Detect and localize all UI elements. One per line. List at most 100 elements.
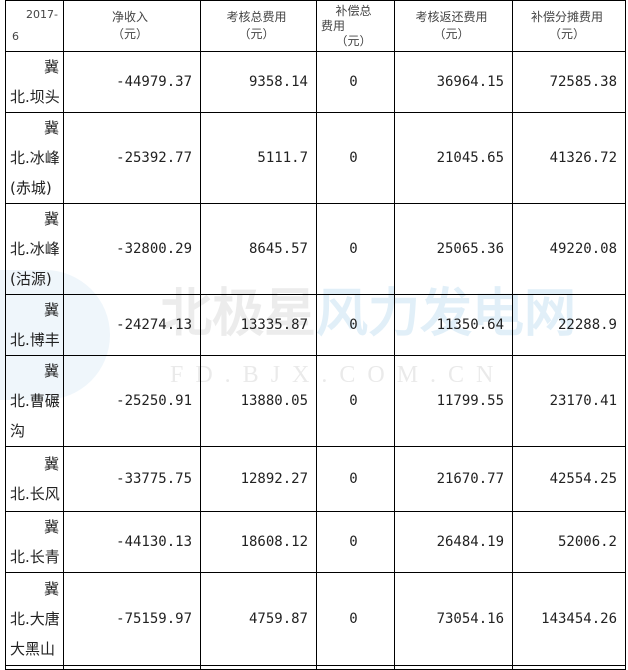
cell-share-fee: 143454.26 [512,572,626,666]
station-name-line: 冀 [43,362,59,380]
header-line: 费用 [321,18,346,33]
table-row: 冀北.长风 -33775.75 12892.27 0 21670.77 42554.25 [5,446,626,512]
header-line: 补偿分摊费用 [530,10,603,24]
station-name-line: 冀 [43,119,59,137]
cell-share-fee: 41326.72 [512,112,626,204]
cell [63,665,201,670]
station-name: 冀北.长青 [5,511,64,573]
cell-assessment-fee: 13880.05 [200,355,317,447]
header-line: 考核返还费用 [415,10,488,24]
cell [512,665,626,670]
cell-compensation-fee: 0 [316,203,395,295]
station-name-line: 北.大唐 [10,610,60,628]
cell-compensation-fee: 0 [316,511,395,573]
station-name: 冀北.博丰 [5,294,64,356]
cell-net-income: -25392.77 [63,112,201,204]
station-name: 冀北.大唐大黑山 [5,572,64,666]
station-name-line: 北.曹碾 [10,392,60,410]
cell-compensation-fee: 0 [316,446,395,512]
station-name-line: 冀 [43,455,59,473]
cell-assessment-fee: 12892.27 [200,446,317,512]
station-name-line: 冀 [43,580,59,598]
cell [200,665,317,670]
station-name-line: 北.长青 [10,548,60,566]
cell [394,665,513,670]
header-compensation-fee: 补偿总 费用 （元） [316,0,395,52]
cell-assessment-fee: 18608.12 [200,511,317,573]
cell-net-income: -33775.75 [63,446,201,512]
station-name: 冀北.曹碾沟 [5,355,64,447]
station-name-line: 北.冰峰 [10,240,60,258]
header-line: （元） [111,27,148,41]
cell-compensation-fee: 0 [316,294,395,356]
cell-compensation-fee: 0 [316,112,395,204]
station-name: 冀北.冰峰 (赤城) [5,112,64,204]
table-row: 冀北.坝头 -44979.37 9358.14 0 36964.15 72585.38 [5,51,626,113]
cell-net-income: -75159.97 [63,572,201,666]
header-period: 2017- 6 [5,0,64,52]
cell-refund-fee: 25065.36 [394,203,513,295]
station-name-line: 冀 [43,518,59,536]
table-row: 冀北.曹碾沟 -25250.91 13880.05 0 11799.55 23170.41 [5,355,626,447]
cell-refund-fee: 73054.16 [394,572,513,666]
station-name-line: 北.博丰 [10,331,60,349]
cell-share-fee: 22288.9 [512,294,626,356]
header-line: （元） [238,27,275,41]
table-row: 冀北.冰峰 (赤城) -25392.77 5111.7 0 21045.65 41326.7… [5,112,626,204]
cell-assessment-fee: 5111.7 [200,112,317,204]
cell-share-fee: 49220.08 [512,203,626,295]
cell-refund-fee: 11350.64 [394,294,513,356]
header-line: （元） [335,33,372,48]
cell-compensation-fee: 0 [316,355,395,447]
table-row: 冀北.大唐 大黑山 -75159.97 4759.87 0 73054.16 143454.… [5,572,626,666]
cell-compensation-fee: 0 [316,572,395,666]
station-name: 冀北.坝头 [5,51,64,113]
header-row: 2017- 6 净收入 （元） 考核总费用 （元） 补偿总 费用 （元） 考核返还费用（… [5,0,626,52]
cell-assessment-fee: 8645.57 [200,203,317,295]
table-row: 冀北.长青 -44130.13 18608.12 0 26484.19 52006.2 [5,511,626,573]
header-line: （元） [433,27,470,41]
station-name-line: 北.坝头 [10,88,60,106]
cell-net-income: -44130.13 [63,511,201,573]
cell-share-fee: 72585.38 [512,51,626,113]
station-name-line: 冀 [43,58,59,76]
cell-share-fee: 23170.41 [512,355,626,447]
station-name-line: 北.长风 [10,485,60,503]
cell-refund-fee: 21670.77 [394,446,513,512]
header-refund-fee: 考核返还费用 （元） [394,0,513,52]
cell-refund-fee: 21045.65 [394,112,513,204]
station-name: 冀北.冰峰 (沽源) [5,203,64,295]
station-name-line: 大黑山 [10,640,56,658]
table-row: 冀北.博丰 -24274.13 13335.87 0 11350.64 22288.9 [5,294,626,356]
cell-share-fee: 42554.25 [512,446,626,512]
header-net-income: 净收入 （元） [63,0,201,52]
header-line: （元） [548,27,585,41]
station-name-line: 冀 [43,301,59,319]
cell-assessment-fee: 9358.14 [200,51,317,113]
header-line: 考核总费用 [226,10,287,24]
table-row: 冀北.冰峰 (沽源) -32800.29 8645.57 0 25065.36 49220.… [5,203,626,295]
cell-refund-fee: 11799.55 [394,355,513,447]
cell [5,665,64,670]
cell-share-fee: 52006.2 [512,511,626,573]
station-name: 冀北.长风 [5,446,64,512]
station-name-line: 沟 [10,422,26,440]
cell-net-income: -24274.13 [63,294,201,356]
cell-compensation-fee: 0 [316,51,395,113]
table-row-partial [5,665,626,670]
station-name-line: (赤城) [10,179,52,197]
header-period-line: 2017- [26,8,58,21]
header-line: 净收入 [111,10,148,24]
header-period-line: 6 [12,30,19,43]
header-assessment-fee: 考核总费用 （元） [200,0,317,52]
station-name-line: 北.冰峰 [10,149,60,167]
fee-table: 2017- 6 净收入 （元） 考核总费用 （元） 补偿总 费用 （元） 考核返还费用（… [5,0,626,670]
cell-assessment-fee: 4759.87 [200,572,317,666]
header-line: 补偿总 [335,3,372,18]
cell-refund-fee: 26484.19 [394,511,513,573]
station-name-line: 冀 [43,210,59,228]
cell [316,665,395,670]
cell-net-income: -32800.29 [63,203,201,295]
cell-assessment-fee: 13335.87 [200,294,317,356]
cell-refund-fee: 36964.15 [394,51,513,113]
